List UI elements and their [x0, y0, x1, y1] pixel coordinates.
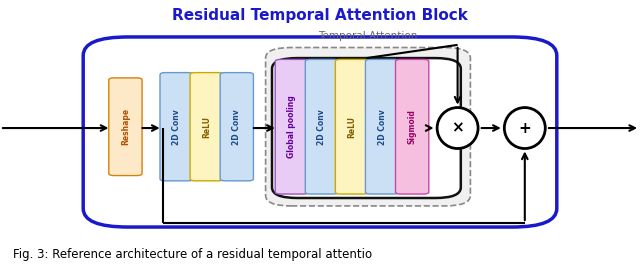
Text: ReLU: ReLU [202, 116, 211, 138]
Text: Global pooling: Global pooling [287, 95, 296, 158]
Text: 2D Conv: 2D Conv [378, 109, 387, 145]
Text: Reshape: Reshape [121, 108, 130, 145]
FancyBboxPatch shape [365, 59, 399, 194]
FancyBboxPatch shape [160, 73, 193, 181]
FancyBboxPatch shape [109, 78, 142, 176]
FancyBboxPatch shape [335, 59, 369, 194]
FancyBboxPatch shape [305, 59, 339, 194]
Text: 2D Conv: 2D Conv [232, 109, 241, 145]
Text: Sigmoid: Sigmoid [408, 109, 417, 144]
FancyBboxPatch shape [396, 59, 429, 194]
Ellipse shape [437, 107, 478, 149]
Text: 2D Conv: 2D Conv [317, 109, 326, 145]
Text: +: + [518, 121, 531, 135]
FancyBboxPatch shape [275, 59, 308, 194]
Text: ReLU: ReLU [348, 116, 356, 138]
Text: Fig. 3: Reference architecture of a residual temporal attentio: Fig. 3: Reference architecture of a resi… [13, 248, 372, 261]
Text: ×: × [451, 121, 464, 135]
Ellipse shape [504, 107, 545, 149]
FancyBboxPatch shape [83, 37, 557, 227]
FancyBboxPatch shape [272, 58, 461, 198]
Text: Temporal Attention: Temporal Attention [318, 31, 418, 41]
FancyBboxPatch shape [220, 73, 253, 181]
Text: Residual Temporal Attention Block: Residual Temporal Attention Block [172, 8, 468, 23]
FancyBboxPatch shape [266, 48, 470, 206]
FancyBboxPatch shape [190, 73, 223, 181]
Text: 2D Conv: 2D Conv [172, 109, 181, 145]
